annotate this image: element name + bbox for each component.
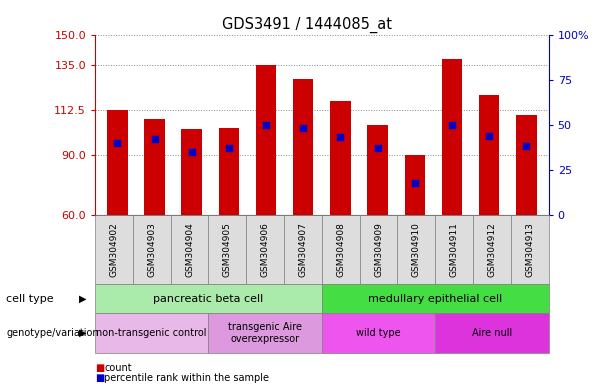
Bar	[181, 129, 202, 215]
Text: GSM304908: GSM304908	[336, 222, 345, 277]
Text: ■: ■	[95, 373, 104, 383]
Text: ▶: ▶	[79, 328, 86, 338]
Bar	[330, 101, 351, 215]
Point	[150, 136, 159, 142]
Point	[484, 132, 494, 139]
Text: GSM304907: GSM304907	[299, 222, 308, 277]
Point	[335, 134, 345, 141]
Point	[261, 122, 271, 128]
Point	[522, 143, 531, 149]
Text: GSM304902: GSM304902	[109, 222, 118, 277]
Text: GSM304911: GSM304911	[449, 222, 459, 277]
Text: medullary epithelial cell: medullary epithelial cell	[368, 293, 503, 304]
Bar	[107, 110, 128, 215]
Bar	[219, 128, 239, 215]
Bar	[367, 125, 388, 215]
Bar	[256, 65, 276, 215]
Bar	[144, 119, 165, 215]
Text: transgenic Aire
overexpressor: transgenic Aire overexpressor	[228, 322, 302, 344]
Point	[187, 149, 197, 155]
Text: Aire null: Aire null	[472, 328, 512, 338]
Point	[410, 179, 420, 185]
Text: wild type: wild type	[356, 328, 401, 338]
Text: pancreatic beta cell: pancreatic beta cell	[153, 293, 264, 304]
Text: count: count	[104, 363, 132, 373]
Text: GSM304909: GSM304909	[374, 222, 383, 277]
Bar	[479, 95, 500, 215]
Text: cell type: cell type	[6, 293, 54, 304]
Point	[373, 145, 383, 151]
Bar	[442, 59, 462, 215]
Bar	[293, 79, 313, 215]
Text: GSM304912: GSM304912	[487, 222, 497, 277]
Bar	[405, 155, 425, 215]
Point	[112, 140, 122, 146]
Text: GSM304910: GSM304910	[412, 222, 421, 277]
Point	[299, 125, 308, 131]
Text: GSM304903: GSM304903	[147, 222, 156, 277]
Bar	[516, 115, 536, 215]
Text: GSM304913: GSM304913	[525, 222, 535, 277]
Point	[224, 145, 234, 151]
Text: GSM304905: GSM304905	[223, 222, 232, 277]
Text: GSM304904: GSM304904	[185, 222, 194, 277]
Text: GDS3491 / 1444085_at: GDS3491 / 1444085_at	[221, 17, 392, 33]
Text: GSM304906: GSM304906	[261, 222, 270, 277]
Text: genotype/variation: genotype/variation	[6, 328, 99, 338]
Text: percentile rank within the sample: percentile rank within the sample	[104, 373, 269, 383]
Text: ■: ■	[95, 363, 104, 373]
Text: ▶: ▶	[79, 293, 86, 304]
Point	[447, 122, 457, 128]
Text: non-transgenic control: non-transgenic control	[96, 328, 207, 338]
